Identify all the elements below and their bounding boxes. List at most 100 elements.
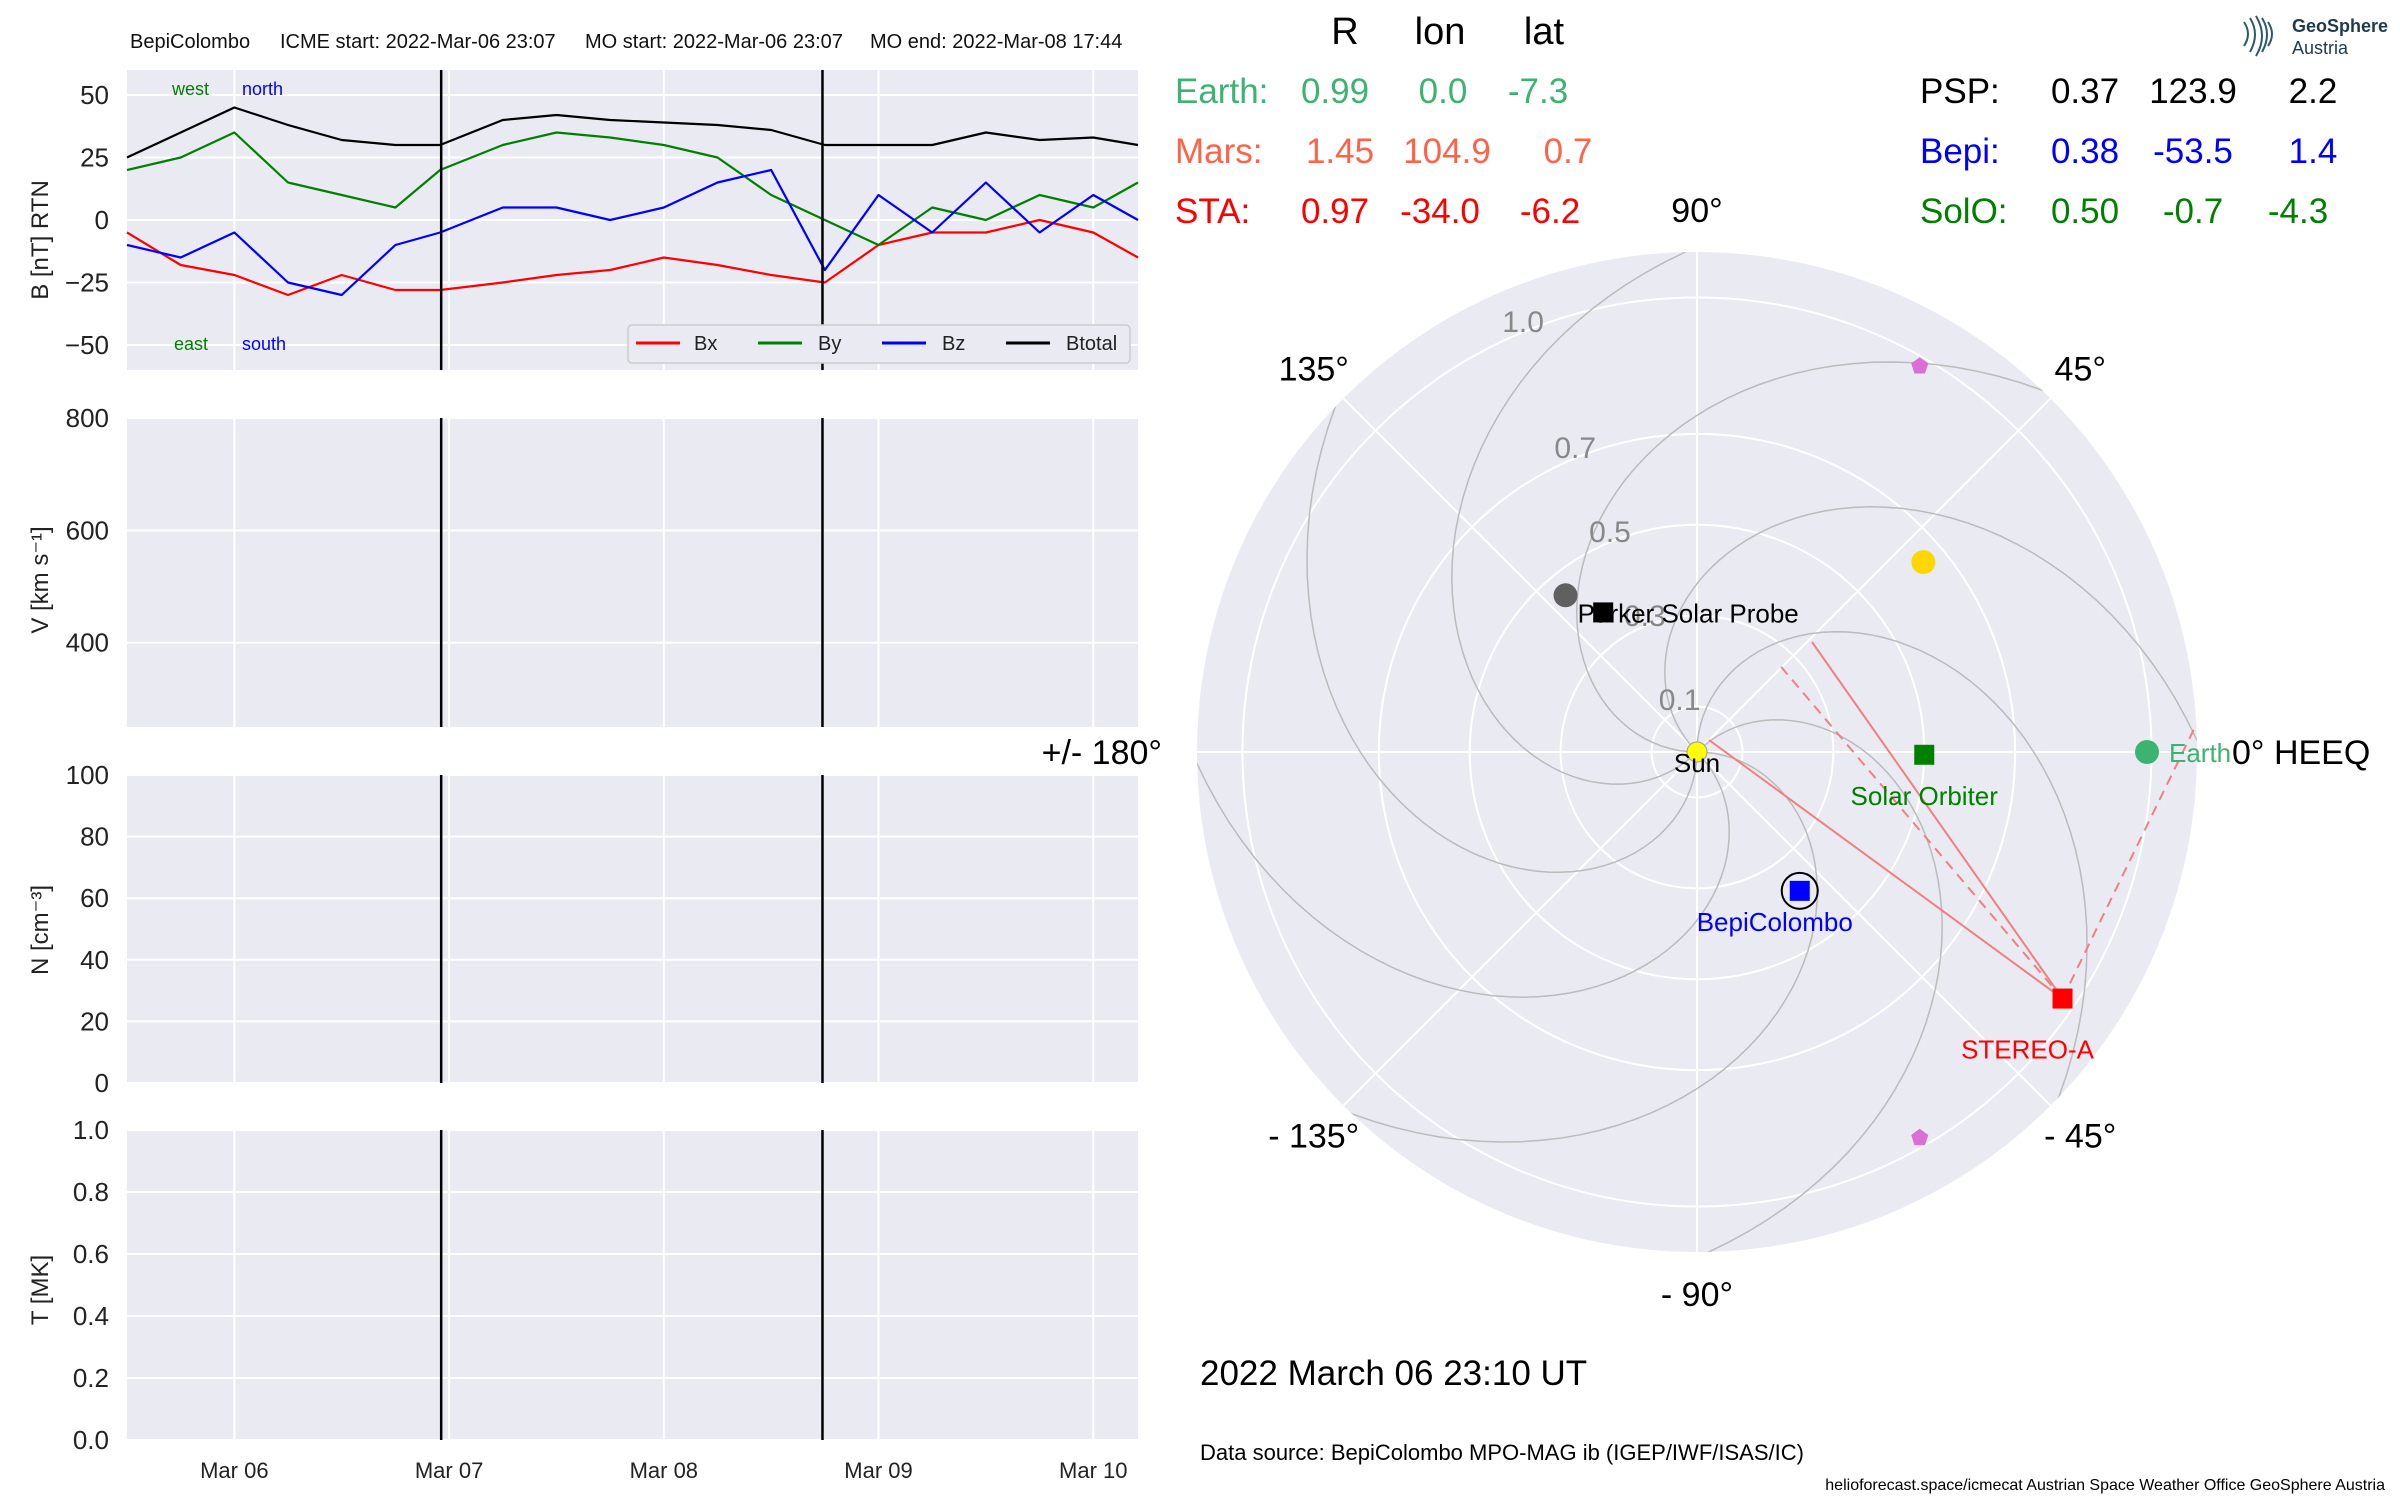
series-bz [126, 168, 1139, 297]
series-by [126, 131, 1139, 247]
parker-spiral-line [1696, 631, 2088, 1252]
mars-row-lon: 104.9 [1403, 132, 1491, 171]
y-tick-label: 400 [66, 628, 109, 658]
annotation-north: north [242, 79, 283, 99]
solar-orbiter-marker [1914, 744, 1935, 765]
stereo-a-marker [2052, 988, 2073, 1009]
angle-label: - 90° [1661, 1276, 1733, 1314]
earth-row-name: Earth: [1175, 72, 1268, 111]
radial-tick-label: 1.0 [1502, 306, 1544, 339]
body-marker [1911, 357, 1929, 374]
angle-label: 135° [1279, 351, 1349, 389]
mo-start-label: MO start: 2022-Mar-06 23:07 [585, 31, 843, 53]
solar-orbiter-label: Solar Orbiter [1851, 781, 1999, 811]
b-field-legend: Bx By Bz Btotal [627, 324, 1131, 364]
psp-row-lat: 2.2 [2289, 72, 2338, 111]
radial-tick-label: 0.1 [1659, 684, 1701, 717]
sta-row-name: STA: [1175, 192, 1250, 231]
angular-gridline [1696, 751, 2052, 1107]
sun-label: Sun [1674, 748, 1720, 778]
psp-row-lon: 123.9 [2149, 72, 2237, 111]
y-tick-label: 0 [95, 1068, 109, 1098]
angle-label: 45° [2055, 351, 2106, 389]
solo-row-lat: -4.3 [2268, 192, 2328, 231]
stereo-a-fov-lines [1708, 641, 2197, 1000]
bepi-row-lat: 1.4 [2289, 132, 2338, 171]
psp-row-name: PSP: [1920, 72, 2000, 111]
earth-row-lon: 0.0 [1419, 72, 1468, 111]
y-tick-label: 50 [80, 80, 109, 110]
fov-line [2061, 681, 2197, 999]
angular-gridline [1696, 397, 2052, 753]
parker-spiral-line [1197, 751, 1818, 1143]
heliosphere-polar-plot: 0.1 0.3 0.5 0.7 1.0 90° 45° 0° HEEQ - 45° - 90° - … [1042, 192, 2371, 1314]
legend-label-by: By [818, 333, 841, 355]
psp-row-r: 0.37 [2051, 72, 2119, 111]
series-btotal [126, 106, 1139, 159]
earth-label: Earth [2169, 738, 2231, 768]
table-header-lon: lon [1415, 11, 1466, 53]
panel-background [127, 418, 1138, 727]
y-tick-label: 20 [80, 1006, 109, 1036]
panel-3: 100 80 60 40 20 0 [66, 760, 1138, 1098]
density-ylabel: N [cm⁻³] [27, 885, 54, 975]
b-field-ylabel: B [nT] RTN [27, 180, 54, 300]
mars-row-lat: 0.7 [1544, 132, 1593, 171]
earth-row-lat: -7.3 [1508, 72, 1568, 111]
bepi-row-r: 0.38 [2051, 132, 2119, 171]
panel-background [127, 1130, 1138, 1440]
x-tick-label: Mar 06 [200, 1458, 268, 1483]
time-series-panels: 50 25 0 −25 −50 800 600 400 100 80 60 40 20 0 1.0 0.8 0.… [65, 70, 1139, 1483]
parker-solar-probe-label: Parker Solar Probe [1578, 598, 1799, 628]
logo-line2: Austria [2292, 38, 2349, 58]
x-tick-label: Mar 07 [415, 1458, 483, 1483]
data-source-label: Data source: BepiColombo MPO-MAG ib (IGE… [1200, 1440, 1804, 1465]
panel-1: 50 25 0 −25 −50 [65, 70, 1139, 370]
y-tick-label: 800 [66, 403, 109, 433]
annotation-east: east [174, 334, 208, 354]
bepicolombo-marker [1789, 880, 1810, 901]
body-marker [1911, 1128, 1929, 1146]
y-tick-label: 0 [95, 205, 109, 235]
angle-label: - 135° [1268, 1117, 1359, 1155]
fov-line [1708, 739, 2064, 1000]
earth-row-r: 0.99 [1301, 72, 1369, 111]
solo-row-name: SolO: [1920, 192, 2008, 231]
parker-spiral-line [1451, 252, 1901, 785]
legend-label-bz: Bz [942, 333, 965, 355]
sta-row-lat: -6.2 [1520, 192, 1580, 231]
legend-label-btotal: Btotal [1066, 333, 1117, 355]
y-tick-label: 1.0 [73, 1115, 109, 1145]
x-tick-label: Mar 09 [844, 1458, 912, 1483]
x-tick-label: Mar 08 [630, 1458, 698, 1483]
panel-background [127, 775, 1138, 1083]
parker-spiral-line [1576, 361, 2197, 753]
angle-label: +/- 180° [1042, 734, 1162, 772]
angular-gridline [1342, 751, 1698, 1107]
x-tick-label: Mar 10 [1059, 1458, 1127, 1483]
plot-datetime: 2022 March 06 23:10 UT [1200, 1354, 1587, 1393]
table-header-lat: lat [1524, 11, 1565, 53]
y-tick-label: 0.0 [73, 1425, 109, 1455]
spacecraft-title: BepiColombo [130, 31, 250, 53]
y-tick-label: 0.6 [73, 1239, 109, 1269]
bepicolombo-label: BepiColombo [1697, 907, 1853, 937]
parker-spiral-line [1306, 252, 1698, 873]
radial-tick-label: 0.3 [1624, 600, 1666, 633]
logo-line1: GeoSphere [2292, 16, 2389, 36]
body-marker [1553, 583, 1578, 608]
y-tick-label: 25 [80, 143, 109, 173]
angular-gridline [1342, 397, 1698, 753]
bepi-row-name: Bepi: [1920, 132, 2000, 171]
solo-row-r: 0.50 [2051, 192, 2119, 231]
sun-marker [1686, 741, 1708, 763]
stereo-a-label: STEREO-A [1961, 1035, 2095, 1065]
angle-label: - 45° [2044, 1117, 2116, 1155]
fov-line [1776, 661, 2064, 1000]
annotation-west: west [171, 79, 209, 99]
position-table: R lon lat Earth: 0.99 0.0 -7.3 Mars: 1.4… [1175, 11, 2337, 231]
geosphere-logo-icon [2243, 15, 2273, 57]
y-tick-label: 100 [66, 760, 109, 790]
panel-4: 1.0 0.8 0.6 0.4 0.2 0.0 Mar 06 Mar 07 Mar 08 Mar … [73, 1115, 1138, 1483]
